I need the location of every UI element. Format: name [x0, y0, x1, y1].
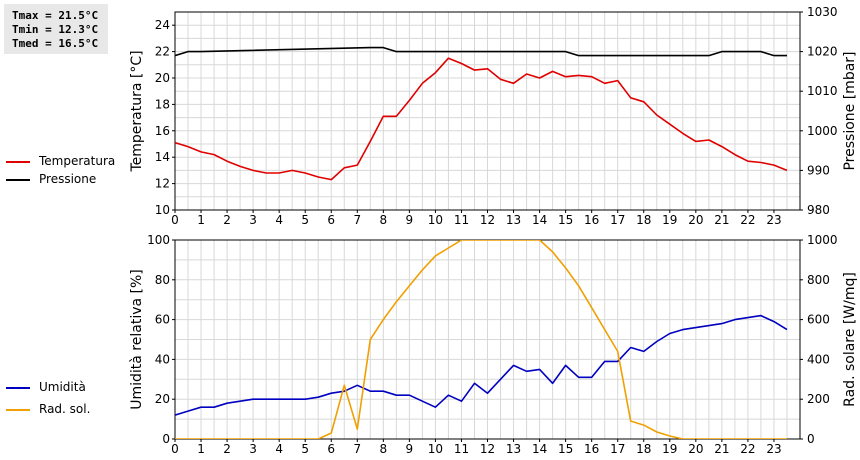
bottom-x-tick-label: 22 — [740, 442, 755, 456]
bottom-y-tick-label: 100 — [147, 233, 170, 247]
stats-box: Tmax = 21.5°C Tmin = 12.3°C Tmed = 16.5°… — [4, 4, 108, 54]
top-y-tick-label: 16 — [155, 124, 170, 138]
legend-swatch-temperatura — [6, 161, 30, 163]
bottom-x-tick-label: 9 — [406, 442, 414, 456]
bottom-ylabel: Umidità relativa [%] — [129, 269, 145, 410]
top-x-tick-label: 1 — [197, 213, 205, 227]
top-y2-tick-label: 980 — [807, 203, 830, 217]
top-y-tick-label: 24 — [155, 18, 170, 32]
bottom-y2-tick-label: 800 — [807, 273, 830, 287]
bottom-y-tick-label: 80 — [155, 273, 170, 287]
bottom-x-tick-label: 14 — [532, 442, 547, 456]
top-y2-tick-label: 1020 — [807, 45, 838, 59]
bottom-x-tick-label: 11 — [454, 442, 469, 456]
top-ylabel: Temperatura [°C] — [129, 50, 145, 172]
top-x-tick-label: 17 — [610, 213, 625, 227]
bottom-x-tick-label: 10 — [428, 442, 443, 456]
legend-swatch-rad-sol — [6, 409, 30, 411]
top-x-tick-label: 14 — [532, 213, 547, 227]
bottom-y2-tick-label: 0 — [807, 432, 815, 446]
bottom-y-tick-label: 60 — [155, 313, 170, 327]
top-x-tick-label: 0 — [171, 213, 179, 227]
legend-swatch-pressione — [6, 179, 30, 181]
legend-label-rad-sol: Rad. sol. — [39, 402, 91, 416]
tmax-stat: Tmax = 21.5°C — [12, 9, 99, 22]
bottom-y-tick-label: 0 — [162, 432, 170, 446]
bottom-x-tick-label: 1 — [197, 442, 205, 456]
top-y2-tick-label: 1000 — [807, 124, 838, 138]
bottom-y2-tick-label: 400 — [807, 352, 830, 366]
bottom-y2-tick-label: 200 — [807, 392, 830, 406]
bottom-x-tick-label: 4 — [275, 442, 283, 456]
legend-label-temperatura: Temperatura — [39, 154, 116, 168]
legend-swatch-umidita — [6, 387, 30, 389]
legend-label-umidita: Umidità — [39, 380, 86, 394]
top-plot: 0 1 2 3 4 5 6 7 8 9 10 11 12 13 14 15 16 17 18 19 20 21 22 2310… — [129, 5, 858, 227]
top-x-tick-label: 19 — [662, 213, 677, 227]
bottom-x-tick-label: 6 — [327, 442, 335, 456]
bottom-x-tick-label: 0 — [171, 442, 179, 456]
top-x-tick-label: 15 — [558, 213, 573, 227]
series-line-pressione — [175, 46, 787, 57]
top-x-tick-label: 6 — [327, 213, 335, 227]
top-x-tick-label: 16 — [584, 213, 599, 227]
top-y-tick-label: 22 — [155, 45, 170, 59]
top-x-tick-label: 20 — [688, 213, 703, 227]
legend-label-pressione: Pressione — [39, 172, 97, 186]
top-y-tick-label: 10 — [155, 203, 170, 217]
top-x-tick-label: 5 — [301, 213, 309, 227]
top-y-tick-label: 14 — [155, 150, 170, 164]
top-x-tick-label: 18 — [636, 213, 651, 227]
top-x-tick-label: 23 — [766, 213, 781, 227]
bottom-y-tick-label: 20 — [155, 392, 170, 406]
bottom-x-tick-label: 15 — [558, 442, 573, 456]
top-x-tick-label: 8 — [380, 213, 388, 227]
tmin-stat: Tmin = 12.3°C — [12, 23, 99, 36]
top-y-tick-label: 18 — [155, 97, 170, 111]
bottom-x-tick-label: 5 — [301, 442, 309, 456]
top-x-tick-label: 7 — [353, 213, 361, 227]
top-x-tick-label: 4 — [275, 213, 283, 227]
top-x-tick-label: 21 — [714, 213, 729, 227]
bottom-x-tick-label: 8 — [380, 442, 388, 456]
bottom-y2-tick-label: 600 — [807, 313, 830, 327]
bottom-x-tick-label: 7 — [353, 442, 361, 456]
tmed-stat: Tmed = 16.5°C — [12, 37, 99, 50]
top-x-tick-label: 3 — [249, 213, 257, 227]
bottom-x-tick-label: 18 — [636, 442, 651, 456]
bottom-y2-tick-label: 1000 — [807, 233, 838, 247]
bottom-y-tick-label: 40 — [155, 352, 170, 366]
bottom-x-tick-label: 20 — [688, 442, 703, 456]
top-x-tick-label: 10 — [428, 213, 443, 227]
top-y-tick-label: 20 — [155, 71, 170, 85]
series-line-temperatura — [175, 57, 788, 181]
top-y2label: Pressione [mbar] — [842, 51, 858, 170]
bottom-x-tick-label: 17 — [610, 442, 625, 456]
bottom-x-tick-label: 12 — [480, 442, 495, 456]
bottom-x-tick-label: 13 — [506, 442, 521, 456]
bottom-x-tick-label: 19 — [662, 442, 677, 456]
top-x-tick-label: 2 — [223, 213, 231, 227]
bottom-x-tick-label: 23 — [766, 442, 781, 456]
top-x-tick-label: 12 — [480, 213, 495, 227]
top-y2-tick-label: 1010 — [807, 84, 838, 98]
bottom-plot: 0 1 2 3 4 5 6 7 8 9 10 11 12 13 14 15 16 17 18 19 20 21 22 2302… — [129, 233, 858, 456]
series-line-umidit — [175, 314, 788, 416]
top-x-tick-label: 11 — [454, 213, 469, 227]
top-y2-tick-label: 990 — [807, 163, 830, 177]
top-x-tick-label: 9 — [406, 213, 414, 227]
top-x-tick-label: 13 — [506, 213, 521, 227]
top-x-tick-label: 22 — [740, 213, 755, 227]
top-y-tick-label: 12 — [155, 177, 170, 191]
bottom-x-tick-label: 3 — [249, 442, 257, 456]
bottom-y2label: Rad. solare [W/mq] — [842, 272, 858, 407]
bottom-x-tick-label: 2 — [223, 442, 231, 456]
bottom-x-tick-label: 16 — [584, 442, 599, 456]
top-y2-tick-label: 1030 — [807, 5, 838, 19]
bottom-x-tick-label: 21 — [714, 442, 729, 456]
